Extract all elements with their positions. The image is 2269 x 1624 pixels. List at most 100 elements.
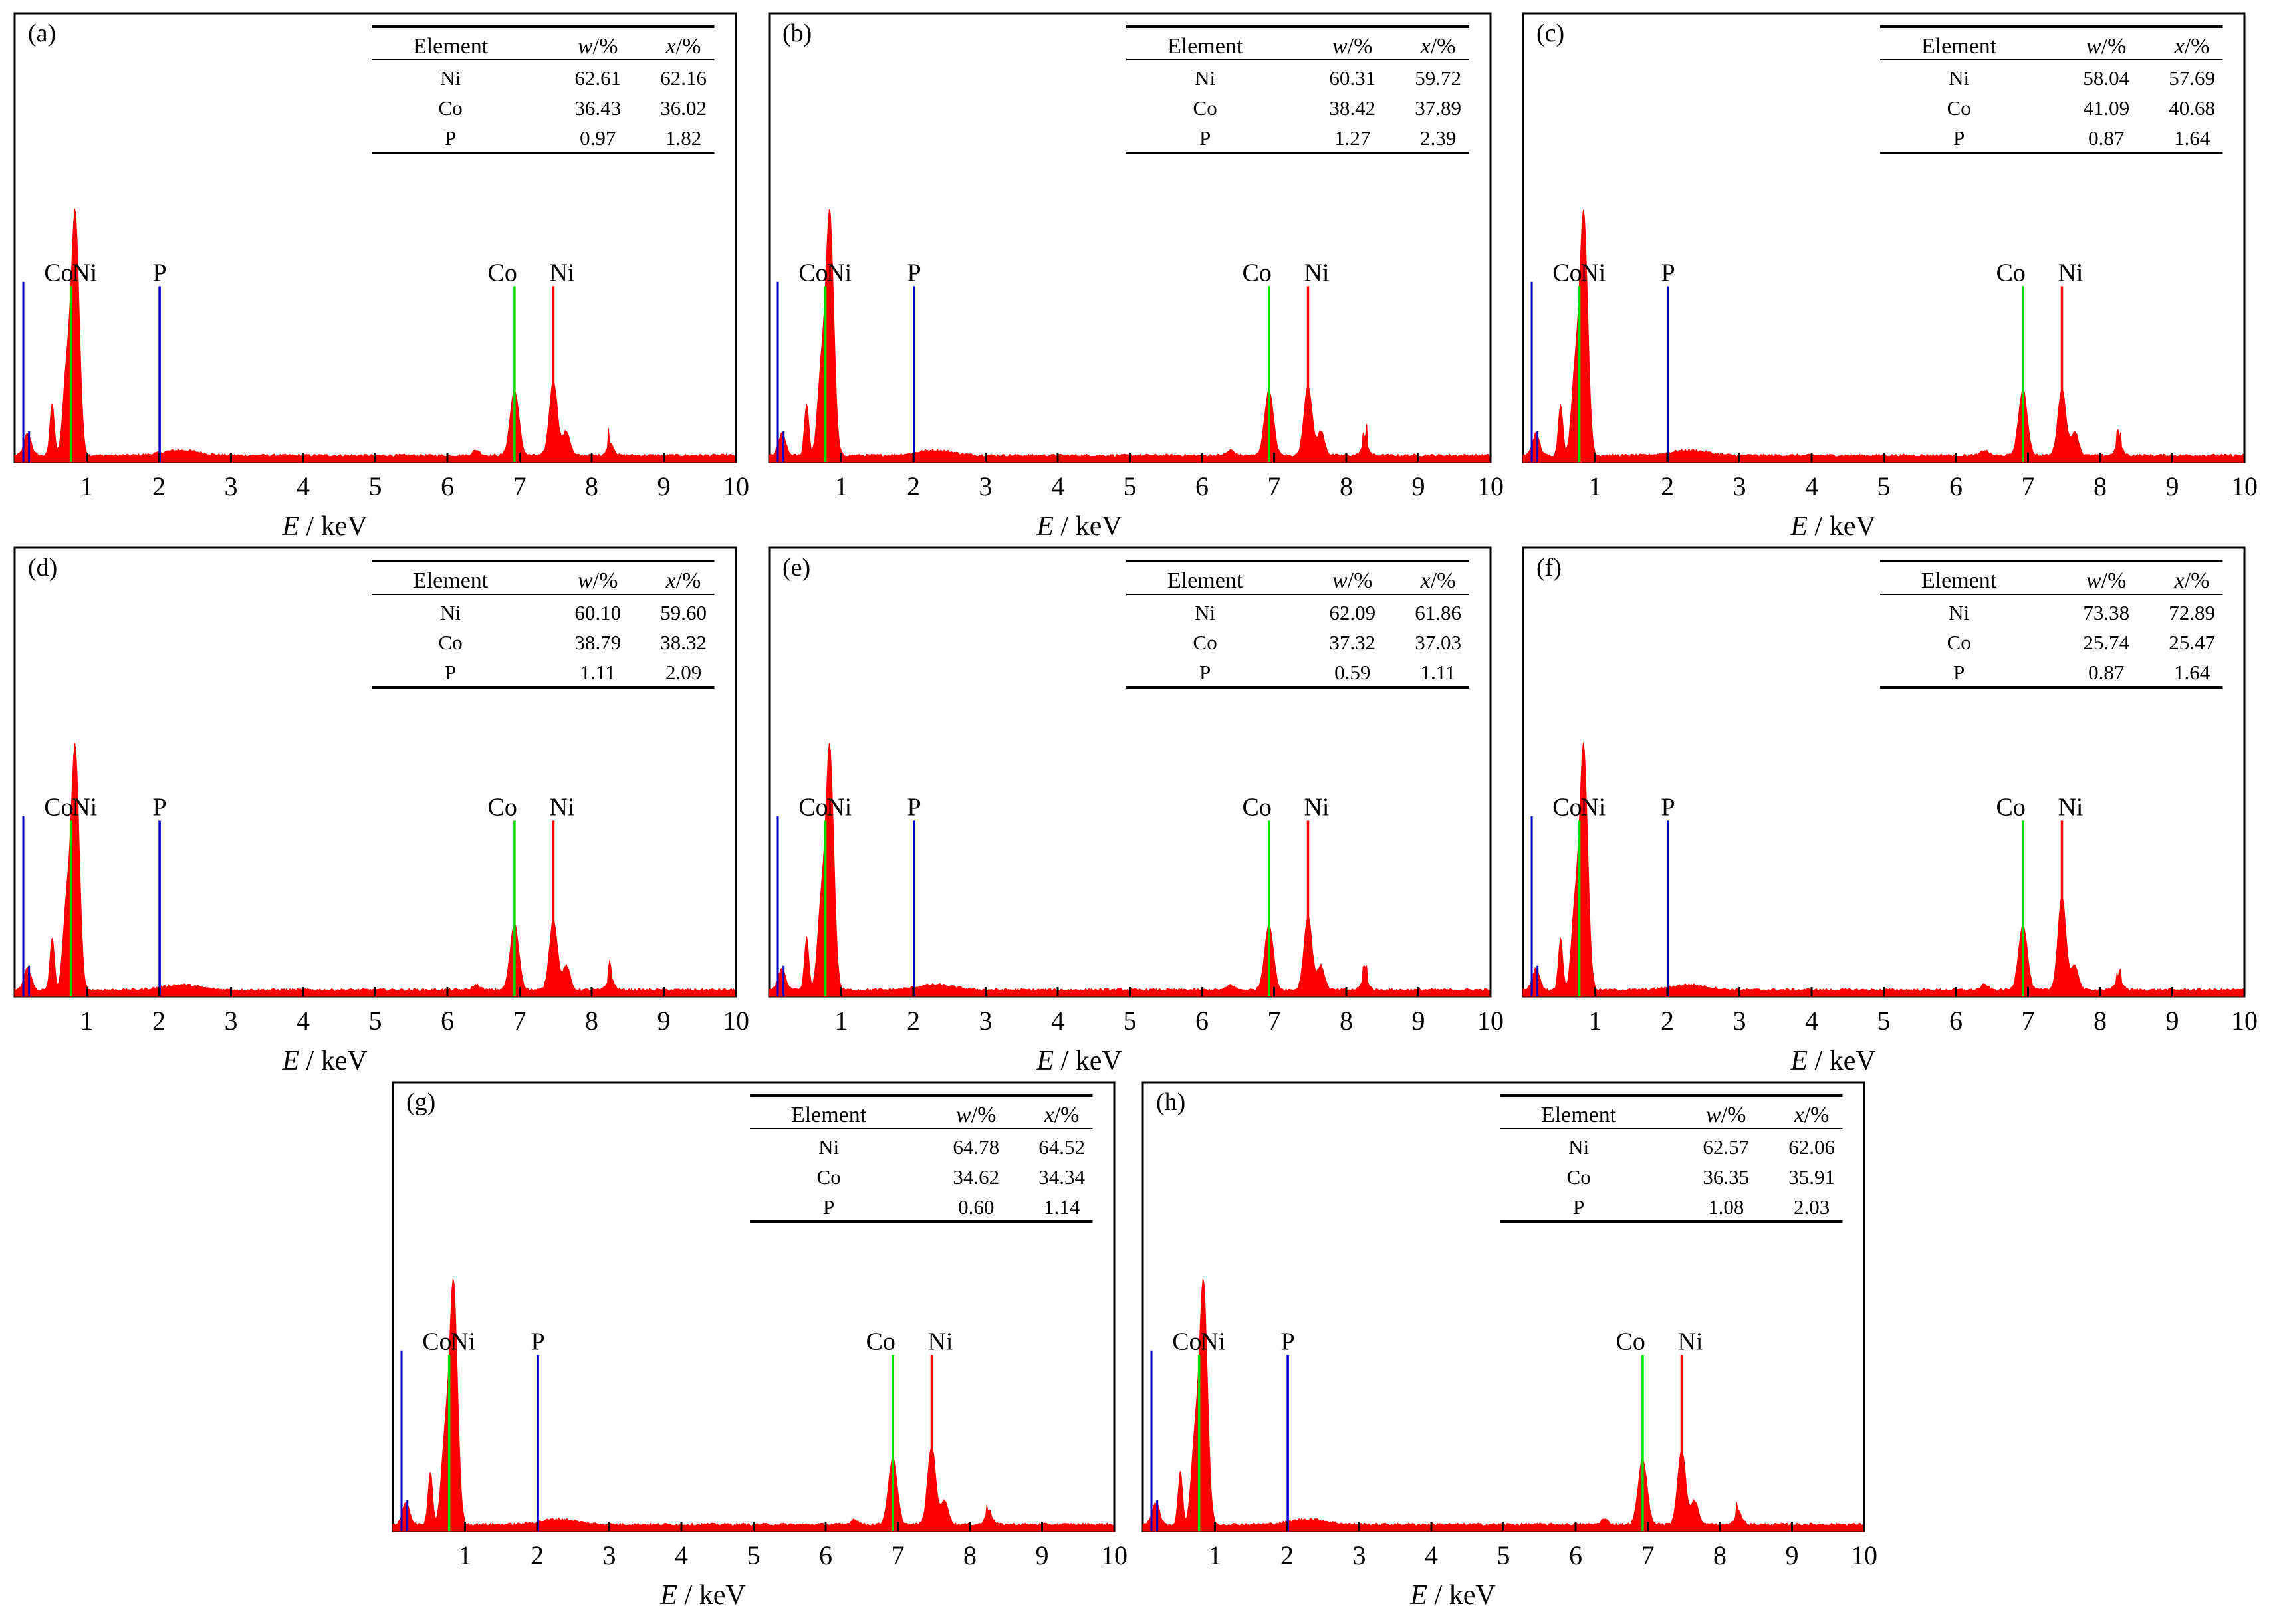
table-header-w: w/% [578,34,618,58]
peak-label-co: Co [488,793,517,821]
x-tick-label: 7 [1641,1540,1655,1570]
table-cell-x: 36.02 [660,96,707,120]
peak-label-ni: Ni [1304,793,1329,821]
table-header-x: x/% [665,568,701,593]
table-cell-x: 1.64 [2174,126,2210,150]
table-header-element: Element [1921,568,1997,593]
table-cell-w: 0.59 [1334,661,1370,684]
table-header-w-unit: /% [1721,1103,1746,1127]
table-header-w-var: w [2086,568,2101,593]
x-axis-unit: / keV [299,1046,368,1076]
table-cell-x: 34.34 [1038,1165,1085,1189]
table-header-element: Element [413,34,489,58]
panel-label: (h) [1156,1088,1185,1116]
x-tick-label: 5 [747,1540,761,1570]
x-tick-label: 6 [441,471,454,501]
x-axis-title: E / keV [1790,1046,1875,1076]
x-tick-label: 6 [1949,1006,1963,1036]
table-header-element: Element [1541,1103,1617,1127]
peak-label-ni: Ni [1677,1328,1703,1355]
x-tick-label: 3 [1733,471,1746,501]
table-cell-element: Co [1947,96,1971,120]
x-tick-label: 5 [369,471,382,501]
plot-frame [13,12,737,463]
table-header-w: w/% [1332,34,1372,58]
x-axis-title: E / keV [281,511,367,542]
x-tick-label: 3 [1353,1540,1366,1570]
table-cell-element: Co [817,1165,841,1189]
peak-label-p: P [907,259,921,287]
x-tick-label: 4 [297,471,310,501]
table-cell-w: 38.79 [574,631,621,654]
x-axis-unit: / keV [1808,511,1876,542]
table-header-w: w/% [578,568,618,593]
x-tick-label: 5 [1497,1540,1510,1570]
x-axis-unit: / keV [1054,511,1122,542]
table-cell-x: 59.72 [1415,66,1461,90]
table-cell-element: Ni [1568,1135,1589,1159]
table-cell-x: 2.03 [1794,1195,1830,1218]
peak-label-ni: Ni [1580,259,1606,287]
x-axis-variable: E [1036,1046,1054,1076]
table-cell-element: Co [1193,631,1217,654]
plot-frame [1522,12,2246,463]
table-cell-x: 64.52 [1038,1135,1085,1159]
x-tick-label: 3 [603,1540,616,1570]
x-tick-label: 9 [2166,471,2179,501]
table-header-element: Element [1921,34,1997,58]
table-header-w: w/% [2086,34,2126,58]
table-header-w: w/% [1706,1103,1746,1127]
table-header-w-unit: /% [2101,34,2127,58]
table-cell-w: 41.09 [2083,96,2129,120]
x-axis-title: E / keV [1409,1580,1495,1611]
peak-label-ni: Ni [2058,259,2083,287]
peak-label-co: Co [1552,259,1582,287]
x-tick-label: 4 [1425,1540,1438,1570]
table-cell-w: 62.57 [1703,1135,1749,1159]
peak-label-ni: Ni [450,1328,475,1355]
spectrum-area [769,209,1491,463]
table-cell-w: 62.61 [574,66,621,90]
x-tick-label: 2 [152,1006,166,1036]
panel-label: (f) [1536,554,1562,582]
peak-label-co: Co [798,793,828,821]
x-tick-label: 5 [1124,1006,1137,1036]
table-header-w-var: w [1332,34,1348,58]
table-cell-x: 1.14 [1044,1195,1080,1218]
x-tick-label: 8 [585,1006,598,1036]
spectrum-area [769,743,1491,997]
table-header-w-unit: /% [1348,34,1373,58]
x-tick-label: 3 [1733,1006,1746,1036]
x-tick-label: 10 [2231,1006,2258,1036]
table-header-x-var: x [1044,1103,1054,1127]
x-tick-label: 2 [1661,471,1674,501]
table-cell-element: P [1573,1195,1584,1218]
table-cell-w: 36.35 [1703,1165,1749,1189]
x-tick-label: 9 [657,1006,671,1036]
table-header-w-var: w [1332,568,1348,593]
table-cell-element: Ni [440,601,461,624]
peak-label-ni: Ni [826,259,852,287]
table-header-w-var: w [578,34,593,58]
table-cell-x: 2.39 [1420,126,1456,150]
x-tick-label: 6 [441,1006,454,1036]
x-tick-label: 3 [979,471,993,501]
table-header-x-var: x [665,34,676,58]
peak-label-p: P [153,259,167,287]
spectrum-area [1142,1278,1865,1532]
table-cell-w: 34.62 [953,1165,999,1189]
x-tick-label: 7 [2022,1006,2035,1036]
table-header-x-unit: /% [2185,568,2210,593]
x-axis-unit: / keV [1054,1046,1122,1076]
plot-frame [768,546,1492,998]
x-tick-label: 9 [1412,471,1425,501]
table-cell-element: P [445,661,456,684]
x-tick-label: 6 [1949,471,1963,501]
peak-label-p: P [153,793,167,821]
table-cell-x: 62.16 [660,66,707,90]
table-header-w-var: w [1706,1103,1721,1127]
table-header-x: x/% [665,34,701,58]
